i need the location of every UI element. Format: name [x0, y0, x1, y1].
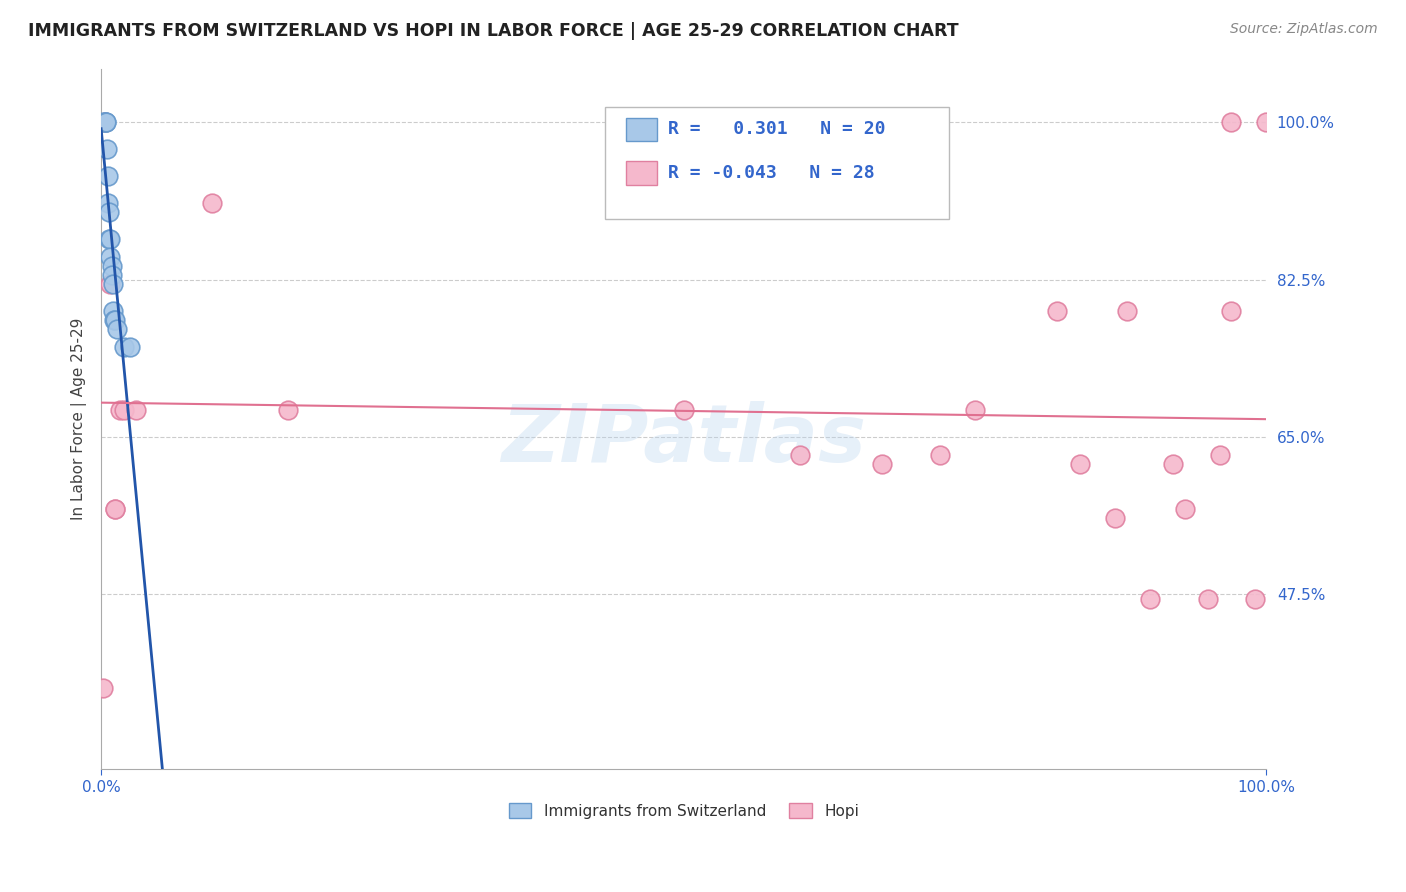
Point: [101, 277, 124, 292]
Point: [97, 169, 120, 184]
Point: [963, 403, 986, 417]
Point: [108, 403, 131, 417]
Point: [100, 277, 122, 292]
Text: Source: ZipAtlas.com: Source: ZipAtlas.com: [1230, 22, 1378, 37]
Point: [100, 250, 122, 264]
Point: [870, 457, 893, 471]
Point: [96, 142, 118, 156]
Point: [1139, 591, 1161, 606]
Point: [93, 115, 115, 129]
Point: [94, 115, 117, 129]
Point: [1209, 448, 1232, 462]
Text: ZIPatlas: ZIPatlas: [501, 401, 866, 479]
Point: [1115, 304, 1137, 318]
Point: [789, 448, 811, 462]
Point: [103, 313, 125, 327]
Point: [93, 115, 115, 129]
Point: [104, 313, 127, 327]
Point: [104, 501, 127, 516]
Point: [120, 340, 142, 354]
Point: [672, 403, 695, 417]
Point: [1069, 457, 1091, 471]
Point: [101, 304, 124, 318]
Point: [100, 268, 122, 282]
Point: [1220, 115, 1243, 129]
Point: [1161, 457, 1184, 471]
Point: [104, 501, 127, 516]
Point: [1104, 510, 1126, 524]
Point: [277, 403, 299, 417]
Point: [100, 232, 122, 246]
Point: [929, 448, 952, 462]
Point: [98, 205, 121, 219]
Point: [1174, 501, 1197, 516]
Point: [94, 115, 117, 129]
Point: [201, 196, 224, 211]
Point: [93, 115, 115, 129]
Point: [1220, 304, 1243, 318]
Point: [1197, 591, 1219, 606]
Text: IMMIGRANTS FROM SWITZERLAND VS HOPI IN LABOR FORCE | AGE 25-29 CORRELATION CHART: IMMIGRANTS FROM SWITZERLAND VS HOPI IN L…: [28, 22, 959, 40]
Point: [98, 232, 121, 246]
Point: [114, 340, 136, 354]
Point: [97, 196, 120, 211]
Point: [1045, 304, 1067, 318]
Point: [1256, 115, 1278, 129]
Text: R =   0.301   N = 20: R = 0.301 N = 20: [668, 120, 886, 138]
Text: R = -0.043   N = 28: R = -0.043 N = 28: [668, 164, 875, 182]
Point: [1243, 591, 1265, 606]
Point: [125, 403, 148, 417]
Point: [93, 681, 115, 696]
Point: [107, 322, 129, 336]
Y-axis label: In Labor Force | Age 25-29: In Labor Force | Age 25-29: [72, 318, 87, 520]
Point: [114, 403, 136, 417]
Point: [100, 259, 122, 273]
Legend: Immigrants from Switzerland, Hopi: Immigrants from Switzerland, Hopi: [502, 797, 865, 825]
